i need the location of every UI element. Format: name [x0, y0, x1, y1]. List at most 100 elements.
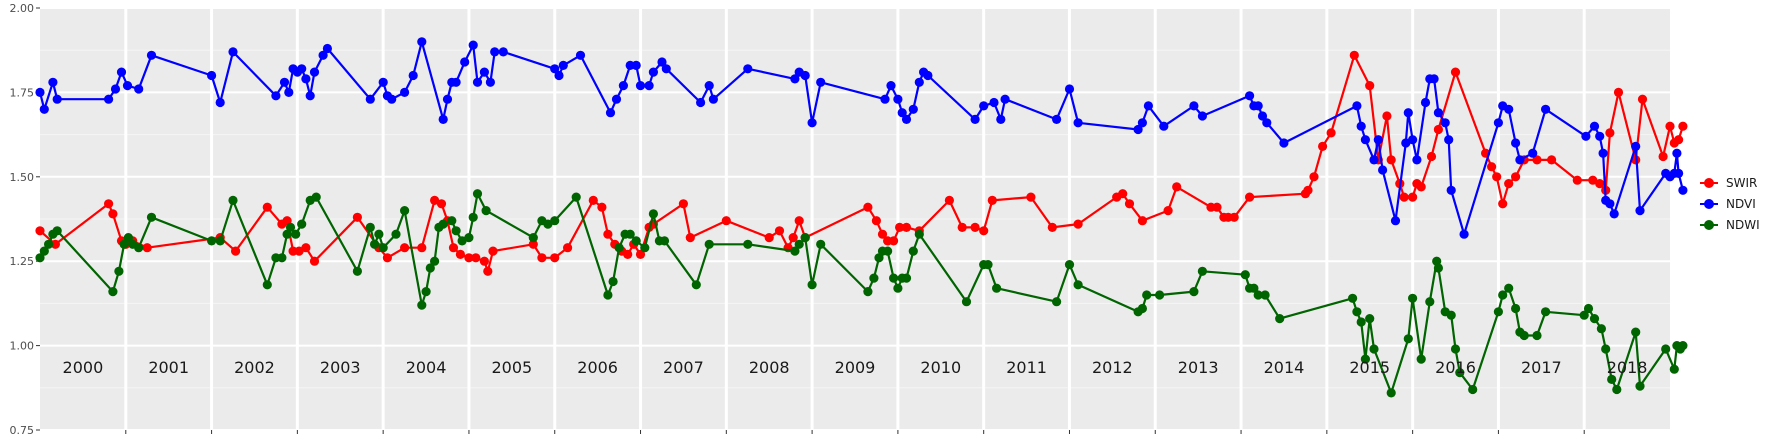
data-point-ndvi [48, 77, 58, 87]
data-point-ndwi [1511, 303, 1521, 314]
data-point-ndwi [691, 280, 701, 290]
data-point-ndvi [318, 50, 328, 60]
data-point-ndvi [897, 108, 907, 118]
data-point-ndvi [618, 81, 629, 91]
data-point-ndwi [625, 229, 635, 239]
data-point-ndwi [863, 287, 873, 297]
data-point-ndvi [1444, 135, 1454, 145]
year-label: 2007 [663, 358, 704, 377]
y-tick-label: 1.00 [10, 340, 35, 353]
data-point-swir [970, 222, 980, 232]
data-point-ndvi [1541, 104, 1551, 114]
data-point-swir [1137, 216, 1147, 226]
data-point-ndwi [1189, 287, 1199, 297]
y-tick-label: 1.25 [10, 255, 35, 268]
data-point-ndwi [1519, 330, 1529, 341]
data-point-swir [1212, 202, 1222, 212]
data-point-ndwi [790, 246, 800, 256]
series-layer [35, 37, 1688, 398]
data-point-swir [1450, 67, 1461, 77]
data-point-ndwi [134, 243, 144, 253]
data-point-ndwi [640, 243, 650, 253]
data-point-swir [957, 222, 967, 232]
data-point-ndvi [1052, 114, 1062, 124]
data-point-ndvi [400, 87, 410, 97]
data-point-ndvi [1609, 209, 1619, 219]
data-point-swir [108, 209, 118, 219]
data-point-ndvi [365, 94, 375, 104]
data-point-ndwi [889, 273, 899, 283]
data-point-ndvi [644, 81, 654, 91]
data-point-ndvi [322, 43, 332, 54]
data-point-swir [309, 256, 320, 266]
data-point-ndvi [305, 91, 315, 101]
data-point-ndvi [886, 81, 896, 91]
data-point-ndvi [1459, 229, 1469, 239]
data-point-ndvi [1440, 118, 1450, 128]
legend-label: NDVI [1726, 197, 1756, 211]
data-point-ndvi [1433, 108, 1443, 118]
data-point-ndwi [1596, 324, 1606, 334]
data-point-ndwi [146, 212, 157, 222]
data-point-swir [1595, 179, 1605, 189]
data-point-swir [588, 195, 598, 205]
data-point-ndwi [207, 236, 217, 246]
legend: SWIR NDVI NDWI [1700, 176, 1760, 232]
data-point-swir [1245, 192, 1255, 202]
data-point-ndvi [1197, 111, 1207, 121]
data-point-ndvi [297, 64, 307, 74]
data-point-ndwi [1142, 290, 1152, 300]
data-point-swir [104, 199, 114, 209]
legend-item-swir: SWIR [1700, 176, 1757, 190]
data-point-ndvi [970, 114, 980, 124]
data-point-swir [678, 199, 689, 209]
data-point-ndwi [1504, 283, 1514, 293]
data-point-swir [1349, 50, 1359, 60]
data-point-ndvi [696, 97, 706, 108]
data-point-ndvi [908, 104, 918, 114]
year-label: 2006 [577, 358, 618, 377]
data-point-ndvi [1581, 131, 1591, 141]
legend-key-marker [1704, 220, 1714, 230]
data-point-ndvi [228, 47, 238, 57]
data-point-ndwi [1678, 341, 1688, 351]
data-point-ndvi [550, 64, 560, 74]
data-point-swir [430, 195, 440, 205]
data-point-ndwi [370, 239, 380, 249]
data-point-swir [863, 202, 873, 212]
data-point-ndwi [1408, 293, 1418, 303]
data-point-ndwi [743, 239, 753, 249]
data-point-ndwi [794, 239, 804, 249]
year-label: 2001 [148, 358, 189, 377]
data-point-ndvi [472, 77, 483, 87]
data-point-ndvi [1635, 206, 1645, 216]
data-point-swir [417, 243, 427, 253]
data-point-ndwi [378, 243, 388, 253]
data-point-ndwi [648, 209, 659, 219]
data-point-swir [1678, 121, 1688, 131]
data-point-ndvi [485, 77, 495, 87]
data-point-ndvi [611, 94, 622, 104]
year-label: 2012 [1092, 358, 1133, 377]
series-ndvi [35, 37, 1688, 239]
data-point-ndwi [1365, 314, 1375, 324]
data-point-ndwi [1348, 293, 1358, 303]
data-point-ndwi [1532, 330, 1542, 341]
data-point-ndvi [378, 77, 388, 87]
data-point-ndvi [1073, 118, 1083, 128]
data-point-swir [50, 239, 61, 249]
data-point-swir [1613, 87, 1624, 97]
data-point-ndvi [558, 60, 568, 70]
data-point-ndvi [1257, 111, 1268, 121]
data-point-ndwi [438, 219, 448, 229]
data-point-swir [1365, 81, 1375, 91]
data-point-ndvi [1352, 101, 1362, 111]
data-point-ndvi [1674, 168, 1684, 178]
data-point-swir [895, 222, 905, 232]
data-point-ndwi [1425, 297, 1435, 307]
data-point-ndwi [44, 239, 54, 249]
data-point-ndwi [1607, 374, 1617, 384]
data-point-ndwi [425, 263, 435, 273]
data-point-ndvi [1672, 148, 1682, 158]
data-point-ndvi [301, 74, 311, 84]
